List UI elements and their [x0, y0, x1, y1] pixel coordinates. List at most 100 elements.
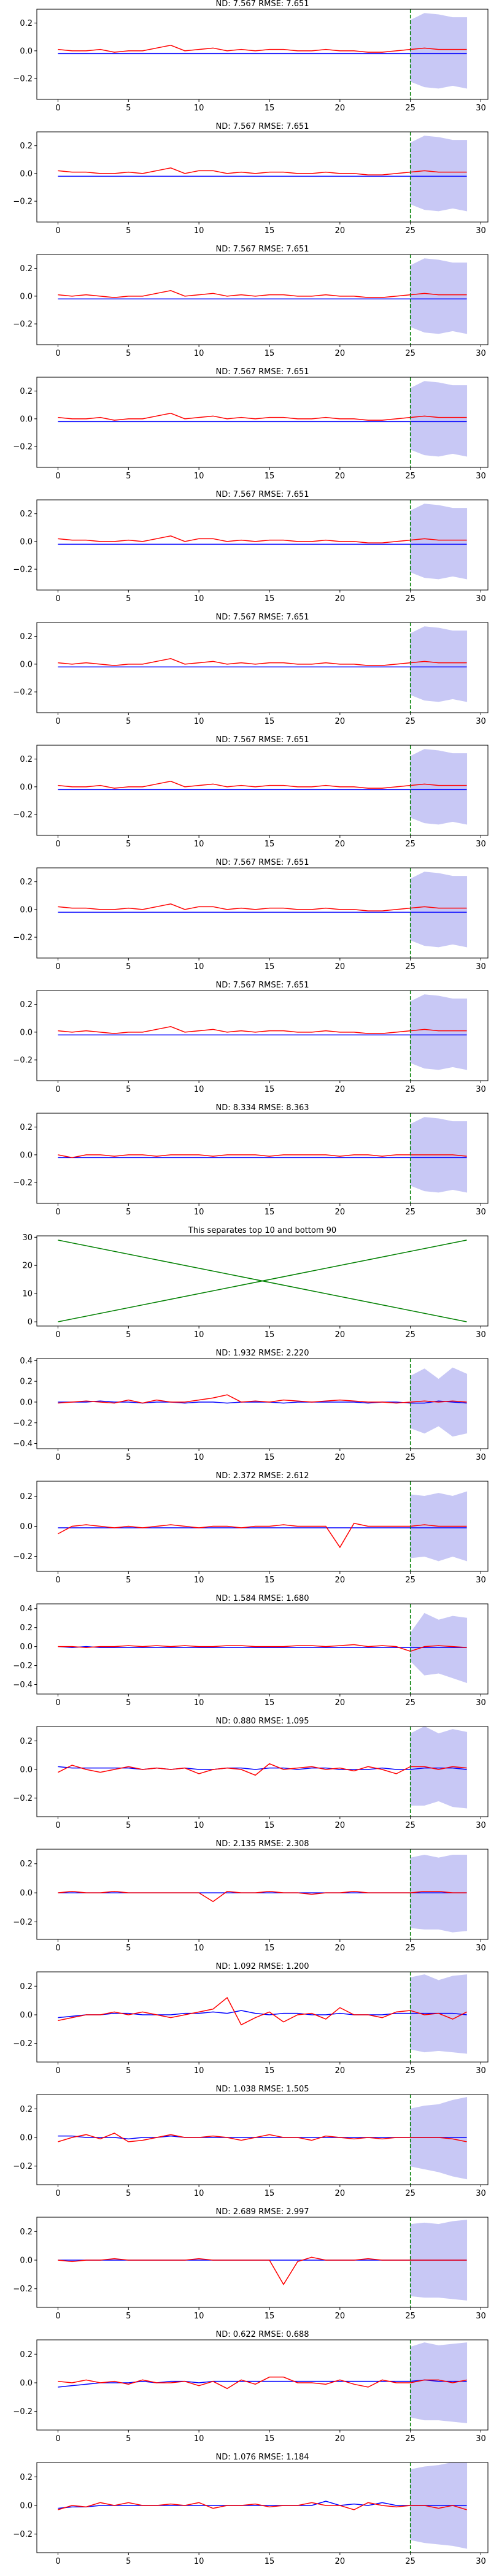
- axes-frame: [36, 1113, 489, 1204]
- y-tick-label: 0.2: [20, 1492, 33, 1501]
- subplot: ND: 7.567 RMSE: 7.651 0 5 10 15 20 25 30 −0.2 0.0…: [13, 0, 489, 113]
- x-tick-label: 15: [265, 1821, 275, 1830]
- x-tick-label: 30: [476, 840, 486, 849]
- x-tick-label: 15: [265, 2189, 275, 2198]
- subplot: ND: 7.567 RMSE: 7.651 0 5 10 15 20 25 30 −0.2 0.0…: [13, 735, 489, 849]
- x-tick-label: 30: [476, 1330, 486, 1340]
- y-tick-label: 0.2: [20, 387, 33, 396]
- confidence-band: [410, 749, 468, 825]
- x-tick-label: 25: [405, 472, 416, 481]
- x-tick-label: 20: [335, 840, 346, 849]
- x-tick-label: 10: [194, 472, 204, 481]
- x-tick-label: 20: [335, 1576, 346, 1585]
- x-tick-label: 10: [194, 2434, 204, 2444]
- x-tick-label: 20: [335, 1698, 346, 1708]
- confidence-band: [410, 1854, 468, 1933]
- y-tick-label: −0.2: [13, 1552, 33, 1562]
- axes-frame: [36, 1358, 489, 1449]
- axes-frame: [36, 2462, 489, 2553]
- x-tick-label: 25: [405, 1821, 416, 1830]
- x-tick-label: 25: [405, 2557, 416, 2566]
- subplot-title: ND: 7.567 RMSE: 7.651: [215, 245, 309, 254]
- axes-frame: [36, 1726, 489, 1817]
- x-tick-label: 25: [405, 226, 416, 236]
- x-tick-label: 20: [335, 2189, 346, 2198]
- x-tick-label: 25: [405, 104, 416, 113]
- y-tick-label: 0.2: [20, 878, 33, 887]
- y-tick-label: −0.2: [13, 1794, 33, 1803]
- y-tick-label: 20: [22, 1262, 33, 1271]
- y-tick-label: 0.2: [20, 1123, 33, 1132]
- x-tick-label: 15: [265, 2312, 275, 2321]
- x-tick-label: 20: [335, 349, 346, 358]
- subplot-title: ND: 1.932 RMSE: 2.220: [215, 1349, 309, 1358]
- x-tick-label: 5: [126, 2557, 131, 2566]
- subplot: ND: 1.092 RMSE: 1.200 0 5 10 15 20 25 30 −0.2 0.0…: [13, 1962, 489, 2076]
- x-tick-label: 0: [55, 349, 60, 358]
- x-tick-label: 5: [126, 1085, 131, 1094]
- x-tick-label: 10: [194, 840, 204, 849]
- y-tick-label: 0.0: [20, 1766, 33, 1775]
- x-tick-label: 30: [476, 1085, 486, 1094]
- y-tick-label: 0.2: [20, 1623, 33, 1633]
- x-tick-label: 15: [265, 1576, 275, 1585]
- y-tick-label: −0.4: [13, 1439, 33, 1449]
- x-tick-label: 0: [55, 2066, 60, 2076]
- x-tick-label: 5: [126, 1698, 131, 1708]
- subplot-title: ND: 2.135 RMSE: 2.308: [215, 1839, 309, 1849]
- x-tick-label: 10: [194, 1944, 204, 1953]
- axes-frame: [36, 131, 489, 223]
- x-tick-label: 15: [265, 349, 275, 358]
- x-tick-label: 5: [126, 1330, 131, 1340]
- y-tick-label: 0.0: [20, 905, 33, 914]
- subplot-title: ND: 1.584 RMSE: 1.680: [215, 1594, 309, 1603]
- target-line: [58, 1996, 467, 2026]
- confidence-band: [410, 1726, 468, 1809]
- subplot: ND: 2.372 RMSE: 2.612 0 5 10 15 20 25 30 −0.2 0.0…: [13, 1471, 489, 1585]
- x-tick-label: 15: [265, 1208, 275, 1217]
- y-tick-label: 30: [22, 1233, 33, 1243]
- x-tick-label: 30: [476, 1453, 486, 1462]
- y-tick-label: −0.2: [13, 2162, 33, 2171]
- x-tick-label: 20: [335, 594, 346, 604]
- x-tick-label: 25: [405, 1698, 416, 1708]
- y-tick-label: 0: [28, 1318, 33, 1327]
- x-tick-label: 20: [335, 2066, 346, 2076]
- confidence-band: [410, 2097, 468, 2180]
- axes-frame: [36, 2094, 489, 2185]
- prediction-line: [58, 2379, 467, 2388]
- x-tick-label: 25: [405, 962, 416, 972]
- y-tick-label: 0.0: [20, 2011, 33, 2020]
- x-tick-label: 10: [194, 717, 204, 726]
- x-tick-label: 5: [126, 2189, 131, 2198]
- prediction-line: [58, 2010, 467, 2018]
- x-tick-label: 20: [335, 717, 346, 726]
- subplot-title: ND: 7.567 RMSE: 7.651: [215, 367, 309, 377]
- y-tick-label: −0.2: [13, 1179, 33, 1188]
- x-tick-label: 5: [126, 226, 131, 236]
- x-tick-label: 20: [335, 962, 346, 972]
- y-tick-label: 0.2: [20, 142, 33, 151]
- y-tick-label: 0.0: [20, 2134, 33, 2143]
- x-tick-label: 20: [335, 2312, 346, 2321]
- y-tick-label: 0.4: [20, 1604, 33, 1614]
- x-tick-label: 20: [335, 104, 346, 113]
- subplot-title: ND: 7.567 RMSE: 7.651: [215, 613, 309, 622]
- x-tick-label: 10: [194, 226, 204, 236]
- x-tick-label: 25: [405, 840, 416, 849]
- axes-frame: [36, 1971, 489, 2063]
- axes-frame: [36, 990, 489, 1081]
- x-tick-label: 15: [265, 1330, 275, 1340]
- axes-frame: [36, 745, 489, 836]
- target-line: [58, 167, 467, 175]
- subplot-title: ND: 1.076 RMSE: 1.184: [215, 2453, 309, 2462]
- target-line: [58, 1644, 467, 1652]
- x-tick-label: 15: [265, 1944, 275, 1953]
- subplot-title: ND: 2.372 RMSE: 2.612: [215, 1471, 309, 1481]
- subplot-title: ND: 7.567 RMSE: 7.651: [215, 122, 309, 131]
- x-tick-label: 30: [476, 962, 486, 972]
- x-tick-label: 20: [335, 1944, 346, 1953]
- target-line: [58, 781, 467, 789]
- subplot: ND: 7.567 RMSE: 7.651 0 5 10 15 20 25 30 −0.2 0.0…: [13, 245, 489, 358]
